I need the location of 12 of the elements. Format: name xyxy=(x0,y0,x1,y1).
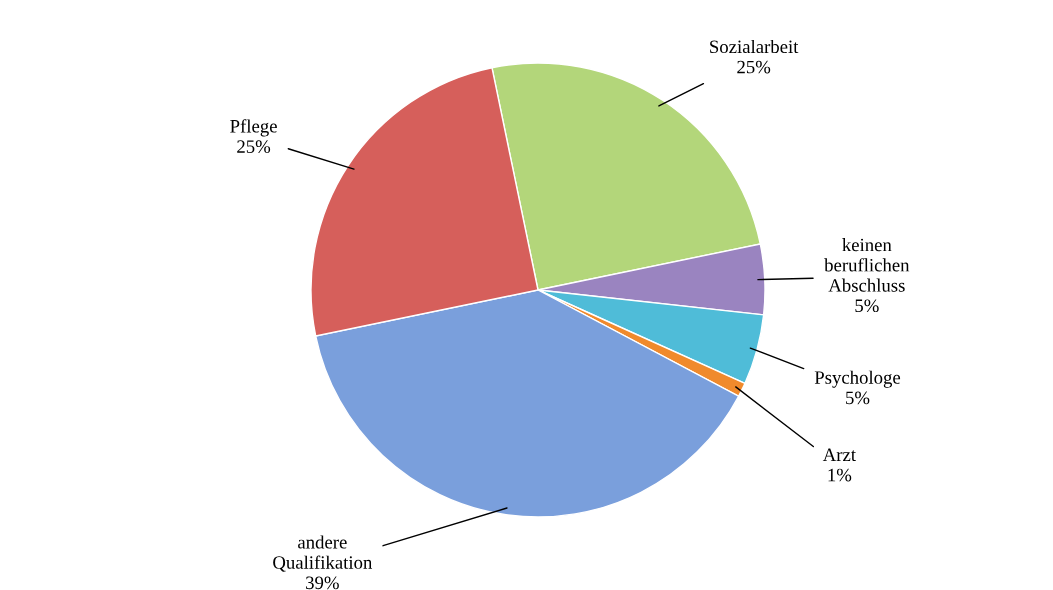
slice-label: Sozialarbeit xyxy=(710,39,799,54)
data-label: 25% xyxy=(737,60,771,74)
slice-label: keinen beruflichen Abschluss xyxy=(824,238,910,292)
data-label: 25% xyxy=(237,140,271,153)
data-label: 39% xyxy=(306,576,339,590)
slice-label: Arzt xyxy=(822,448,856,462)
data-label: 5% xyxy=(855,299,879,313)
slice-label: Pflege xyxy=(230,119,277,137)
data-label: 5% xyxy=(846,391,870,405)
data-label: 1% xyxy=(828,468,852,482)
slice-label: Psychologe xyxy=(814,370,901,388)
slice-label: andere Qualifikation xyxy=(273,535,373,572)
